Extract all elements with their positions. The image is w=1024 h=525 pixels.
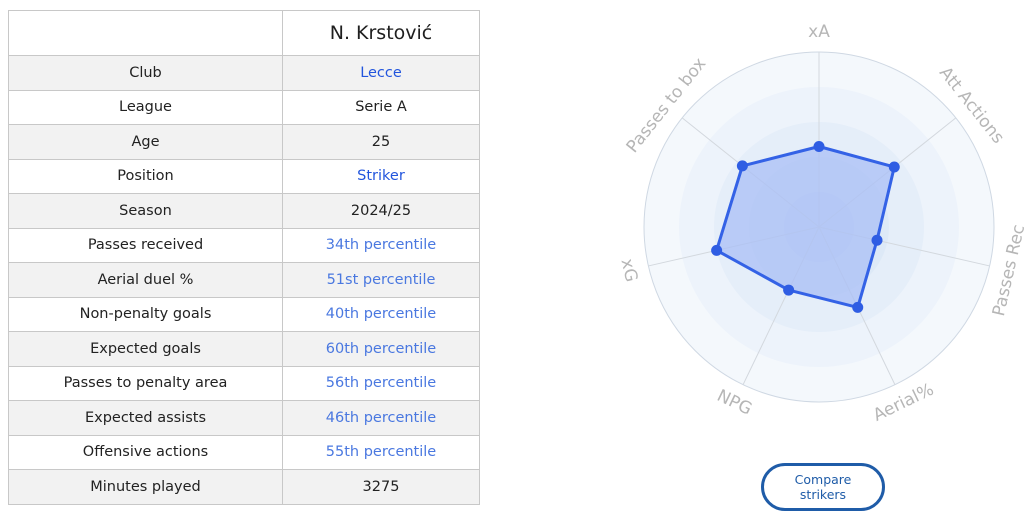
- table-row: Expected assists 46th percentile: [8, 400, 480, 436]
- table-row: League Serie A: [8, 89, 480, 125]
- row-value: 60th percentile: [282, 331, 480, 367]
- radar-axis-label: xA: [808, 22, 830, 42]
- radar-axis-label: xG: [617, 257, 642, 284]
- radar-point: [871, 234, 883, 246]
- row-value: 2024/25: [282, 193, 480, 229]
- radar-point: [852, 301, 864, 313]
- table-row: Non-penalty goals 40th percentile: [8, 296, 480, 332]
- row-label: Offensive actions: [8, 434, 283, 470]
- row-value: 55th percentile: [282, 434, 480, 470]
- radar-axis-label: Passes Rec: [989, 223, 1024, 318]
- radar-point: [813, 141, 825, 152]
- row-label: Expected goals: [8, 331, 283, 367]
- player-name: N. Krstović: [282, 10, 480, 56]
- table-row: Age 25: [8, 124, 480, 160]
- row-value[interactable]: Lecce: [282, 55, 480, 91]
- row-label: Passes received: [8, 227, 283, 263]
- player-stats-table: N. Krstović Club Lecce League Serie A Age 25 P…: [8, 10, 480, 505]
- compare-strikers-button[interactable]: Compare strikers: [761, 463, 885, 511]
- row-value: 3275: [282, 469, 480, 505]
- row-label: Minutes played: [8, 469, 283, 505]
- table-row: Expected goals 60th percentile: [8, 331, 480, 367]
- table-row: Minutes played 3275: [8, 469, 480, 505]
- header-empty-cell: [8, 10, 283, 56]
- row-label: Position: [8, 158, 283, 194]
- table-row: Passes to penalty area 56th percentile: [8, 365, 480, 401]
- radar-point: [888, 161, 900, 173]
- radar-chart-container: xA Att Actions Passes Rec Aerial% NPG xG Passe…: [600, 20, 1024, 440]
- row-label: Club: [8, 55, 283, 91]
- row-value: 56th percentile: [282, 365, 480, 401]
- row-label: Season: [8, 193, 283, 229]
- radar-point: [783, 284, 795, 296]
- radar-series: [711, 141, 900, 313]
- row-value: 34th percentile: [282, 227, 480, 263]
- row-label: Non-penalty goals: [8, 296, 283, 332]
- table-row: Passes received 34th percentile: [8, 227, 480, 263]
- table-row: Season 2024/25: [8, 193, 480, 229]
- radar-series-area: [715, 145, 896, 309]
- radar-axis-label: NPG: [714, 386, 755, 420]
- radar-point: [736, 160, 748, 172]
- row-value: 25: [282, 124, 480, 160]
- row-label: Passes to penalty area: [8, 365, 283, 401]
- row-label: Aerial duel %: [8, 262, 283, 298]
- row-value: 51st percentile: [282, 262, 480, 298]
- table-row: Aerial duel % 51st percentile: [8, 262, 480, 298]
- row-label: Expected assists: [8, 400, 283, 436]
- row-value: Serie A: [282, 89, 480, 125]
- radar-point: [711, 244, 723, 256]
- row-value: 46th percentile: [282, 400, 480, 436]
- table-row: Position Striker: [8, 158, 480, 194]
- row-label: Age: [8, 124, 283, 160]
- table-row: Offensive actions 55th percentile: [8, 434, 480, 470]
- table-row: Club Lecce: [8, 55, 480, 91]
- row-label: League: [8, 89, 283, 125]
- stats-table-body: N. Krstović Club Lecce League Serie A Age 25 P…: [8, 10, 480, 505]
- row-value[interactable]: Striker: [282, 158, 480, 194]
- table-header-row: N. Krstović: [8, 10, 480, 56]
- row-value: 40th percentile: [282, 296, 480, 332]
